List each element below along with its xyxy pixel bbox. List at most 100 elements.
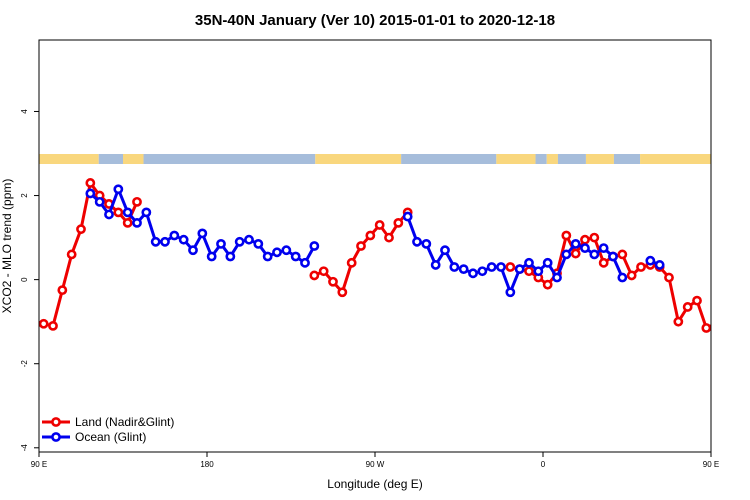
data-point — [701, 323, 711, 333]
legend: Land (Nadir&Glint)Ocean (Glint) — [42, 415, 174, 444]
data-point — [57, 285, 68, 296]
data-point — [365, 230, 376, 241]
y-tick-label: -2 — [20, 360, 29, 368]
data-point — [412, 236, 422, 247]
data-point — [76, 224, 86, 235]
y-axis: -4 -2 0 2 4 — [20, 109, 39, 452]
data-point — [496, 262, 506, 272]
series-ocean — [85, 184, 665, 298]
y-tick-label: 0 — [20, 277, 29, 282]
data-point — [598, 257, 609, 268]
data-point — [524, 266, 534, 277]
data-point — [244, 234, 254, 245]
data-point — [160, 236, 170, 247]
legend-item: Land (Nadir&Glint) — [42, 415, 174, 429]
data-point — [654, 260, 665, 270]
legend-swatch-marker — [51, 417, 61, 427]
data-point — [458, 264, 469, 275]
data-point — [617, 272, 628, 283]
data-point — [636, 262, 646, 272]
data-point — [272, 247, 282, 258]
data-point — [197, 228, 208, 239]
data-point — [132, 196, 142, 207]
data-point — [309, 270, 320, 281]
series-group — [39, 178, 747, 333]
series-land — [39, 178, 747, 333]
data-point — [150, 236, 161, 247]
data-point — [682, 302, 693, 312]
data-point — [374, 220, 385, 230]
data-point — [178, 234, 189, 245]
data-point — [169, 230, 180, 241]
data-point — [477, 266, 488, 277]
data-point — [542, 257, 553, 268]
data-point — [206, 251, 217, 262]
data-point — [561, 249, 572, 260]
strip-segment-land — [546, 154, 558, 164]
data-point — [552, 272, 562, 283]
strip-segment-ocean — [535, 154, 547, 164]
data-point — [328, 276, 338, 287]
data-point — [570, 238, 581, 249]
data-point — [589, 232, 600, 243]
data-point — [402, 211, 413, 222]
land-ocean-strip — [39, 154, 711, 164]
x-tick-label: 0 — [541, 460, 546, 469]
data-point — [113, 184, 124, 195]
data-point — [132, 217, 142, 228]
x-tick-label: 180 — [200, 460, 214, 469]
data-point — [524, 257, 534, 268]
strip-segment-land — [315, 154, 402, 164]
data-point — [346, 257, 357, 268]
strip-segment-ocean — [401, 154, 497, 164]
data-point — [104, 209, 114, 220]
data-point — [542, 279, 553, 290]
data-point — [692, 295, 702, 306]
data-point — [66, 249, 77, 260]
data-point — [710, 322, 711, 326]
data-point — [384, 232, 394, 243]
data-point — [262, 251, 273, 262]
strip-segment-land — [640, 154, 711, 164]
data-point — [740, 251, 747, 258]
data-point — [318, 266, 329, 277]
strip-segment-ocean — [143, 154, 316, 164]
legend-item: Ocean (Glint) — [42, 430, 146, 444]
data-point — [94, 196, 105, 207]
x-tick-label: 90 E — [31, 460, 47, 469]
x-tick-label: 90 W — [366, 460, 385, 469]
data-point — [617, 249, 628, 260]
x-axis-label: Longitude (deg E) — [327, 477, 422, 491]
data-point — [664, 272, 674, 283]
y-tick-label: -4 — [20, 444, 29, 452]
data-point — [122, 207, 133, 218]
data-point — [608, 251, 618, 262]
y-tick-label: 4 — [20, 109, 29, 114]
y-axis-label: XCO2 - MLO trend (ppm) — [0, 179, 14, 314]
series-line — [510, 233, 711, 330]
data-point — [188, 245, 198, 256]
data-point — [449, 262, 460, 272]
y-tick-label: 2 — [20, 193, 29, 198]
data-point — [721, 322, 728, 329]
strip-segment-land — [123, 154, 144, 164]
data-point — [337, 287, 348, 298]
data-point — [225, 251, 236, 262]
data-point — [731, 287, 738, 294]
data-point — [141, 207, 152, 218]
data-point — [486, 262, 497, 272]
data-point — [216, 238, 226, 249]
data-point — [505, 287, 516, 298]
strip-segment-ocean — [98, 154, 123, 164]
data-point — [122, 217, 133, 228]
data-point — [626, 270, 637, 281]
legend-label: Ocean (Glint) — [75, 430, 146, 444]
data-point — [430, 260, 441, 270]
data-point — [440, 245, 450, 256]
data-point — [580, 243, 590, 253]
data-point — [561, 230, 572, 241]
data-point — [85, 188, 96, 199]
chart-title: 35N-40N January (Ver 10) 2015-01-01 to 2… — [195, 12, 555, 29]
data-point — [290, 251, 301, 262]
